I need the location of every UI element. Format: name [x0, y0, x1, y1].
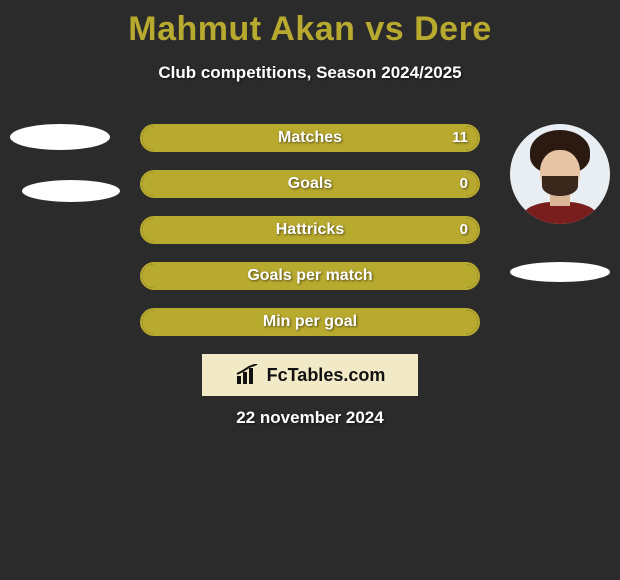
stat-label: Goals: [142, 172, 478, 196]
snapshot-date: 22 november 2024: [0, 408, 620, 428]
stat-bar: Min per goal: [140, 308, 480, 336]
stat-bars: Matches11Goals0Hattricks0Goals per match…: [140, 124, 480, 354]
logo-text: FcTables.com: [267, 365, 386, 386]
stat-label: Hattricks: [142, 218, 478, 242]
stat-bar: Goals0: [140, 170, 480, 198]
stat-bar: Goals per match: [140, 262, 480, 290]
stat-value-right: 0: [460, 218, 468, 242]
stat-label: Matches: [142, 126, 478, 150]
logo-bars-icon: [235, 364, 261, 386]
stat-bar: Matches11: [140, 124, 480, 152]
player-left-avatar-placeholder: [10, 124, 110, 150]
page-subtitle: Club competitions, Season 2024/2025: [0, 63, 620, 83]
player-left-name-placeholder: [22, 180, 120, 202]
stat-value-right: 0: [460, 172, 468, 196]
stat-label: Min per goal: [142, 310, 478, 334]
player-right-avatar: [510, 124, 610, 224]
stat-bar: Hattricks0: [140, 216, 480, 244]
page-title: Mahmut Akan vs Dere: [0, 0, 620, 49]
stat-label: Goals per match: [142, 264, 478, 288]
stat-value-right: 11: [452, 126, 468, 150]
comparison-card: Mahmut Akan vs Dere Club competitions, S…: [0, 0, 620, 580]
player-right-name-placeholder: [510, 262, 610, 282]
fctables-logo: FcTables.com: [202, 354, 418, 396]
